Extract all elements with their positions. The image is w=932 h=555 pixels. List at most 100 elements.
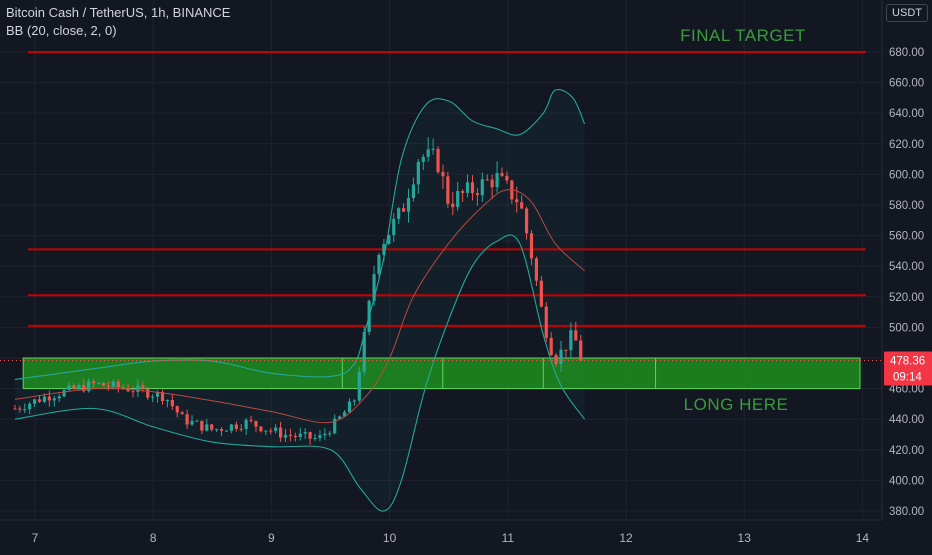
candle-body	[190, 420, 194, 425]
price-tag-countdown: 09:14	[893, 372, 922, 384]
bollinger-band-fill	[14, 90, 585, 512]
candle	[175, 405, 179, 418]
y-tick-label: 560.00	[889, 231, 924, 243]
candle-body	[377, 254, 381, 275]
candle	[520, 195, 524, 210]
candle-body	[401, 208, 406, 212]
candle	[559, 340, 563, 372]
candle-body	[126, 388, 130, 392]
candle	[185, 409, 189, 429]
candle-body	[269, 430, 273, 432]
candle-body	[441, 172, 445, 177]
candle-body	[28, 403, 32, 410]
candle-body	[215, 429, 219, 431]
x-tick-label: 10	[383, 531, 397, 545]
candle	[23, 403, 27, 414]
candle-body	[13, 408, 17, 410]
y-tick-label: 420.00	[889, 445, 924, 457]
candle-body	[18, 408, 22, 410]
candle-body	[436, 148, 440, 173]
candle-body	[47, 396, 51, 401]
candle	[564, 349, 568, 358]
x-tick-label: 14	[856, 531, 870, 545]
candle-body	[505, 175, 509, 181]
candle-body	[495, 173, 499, 188]
candle	[101, 382, 106, 387]
candle	[323, 428, 327, 440]
candle	[426, 137, 430, 162]
y-tick-label: 660.00	[889, 78, 924, 90]
candle-body	[426, 149, 430, 157]
candle	[254, 420, 258, 433]
candle	[298, 427, 302, 441]
candle-body	[165, 399, 170, 401]
symbol-title[interactable]: Bitcoin Cash / TetherUS, 1h, BINANCE	[6, 5, 231, 20]
x-tick-label: 11	[502, 531, 515, 545]
candle	[441, 164, 445, 189]
candle-body	[96, 382, 101, 384]
candle	[47, 390, 51, 407]
candle-body	[308, 432, 312, 439]
candle-body	[421, 156, 425, 162]
currency-badge[interactable]: USDT	[886, 4, 928, 22]
candle	[224, 429, 229, 432]
candle-body	[185, 414, 189, 425]
candle	[219, 427, 224, 436]
candle	[352, 399, 356, 406]
candle	[549, 332, 553, 356]
final-target-label: FINAL TARGET	[680, 26, 806, 45]
candle-body	[382, 244, 386, 255]
candle	[87, 378, 91, 393]
candle-body	[229, 424, 233, 431]
candle-body	[465, 182, 470, 193]
candle-body	[244, 420, 248, 429]
y-tick-label: 540.00	[889, 261, 924, 273]
candle	[234, 421, 238, 432]
candle	[146, 386, 150, 400]
candle	[96, 382, 101, 385]
candle	[505, 171, 509, 184]
candle	[205, 418, 209, 432]
candle-body	[195, 420, 199, 422]
candle	[461, 189, 465, 203]
x-tick-label: 12	[619, 531, 633, 545]
candle	[495, 161, 499, 193]
candle	[269, 428, 273, 435]
candle-body	[362, 331, 366, 372]
candle	[401, 203, 406, 213]
candle-body	[87, 381, 91, 392]
candle-body	[106, 385, 110, 387]
candle-body	[205, 424, 209, 431]
candle	[554, 353, 558, 367]
candle	[116, 378, 120, 393]
x-tick-label: 8	[150, 531, 157, 545]
candle-body	[520, 202, 524, 209]
candle-body	[456, 191, 460, 208]
candle-body	[352, 400, 356, 402]
candle	[210, 424, 214, 432]
candle-body	[387, 235, 391, 245]
candle-body	[490, 179, 494, 188]
y-tick-label: 400.00	[889, 475, 924, 487]
candle-body	[461, 191, 465, 193]
candle	[126, 383, 130, 393]
candle-body	[485, 179, 489, 181]
candle	[529, 230, 534, 266]
candle-body	[574, 330, 578, 341]
candle-body	[23, 409, 27, 411]
candle	[239, 424, 243, 432]
candle-body	[293, 435, 297, 437]
x-tick-label: 7	[32, 531, 39, 545]
candle-body	[259, 426, 263, 432]
candle-body	[249, 420, 253, 422]
candle-body	[544, 306, 548, 338]
candle-body	[254, 421, 258, 427]
candle	[446, 171, 450, 208]
candle-body	[116, 381, 120, 388]
indicator-label[interactable]: BB (20, close, 2, 0)	[6, 23, 117, 38]
candle	[264, 430, 268, 436]
candle	[436, 146, 440, 174]
candle-body	[539, 280, 543, 307]
